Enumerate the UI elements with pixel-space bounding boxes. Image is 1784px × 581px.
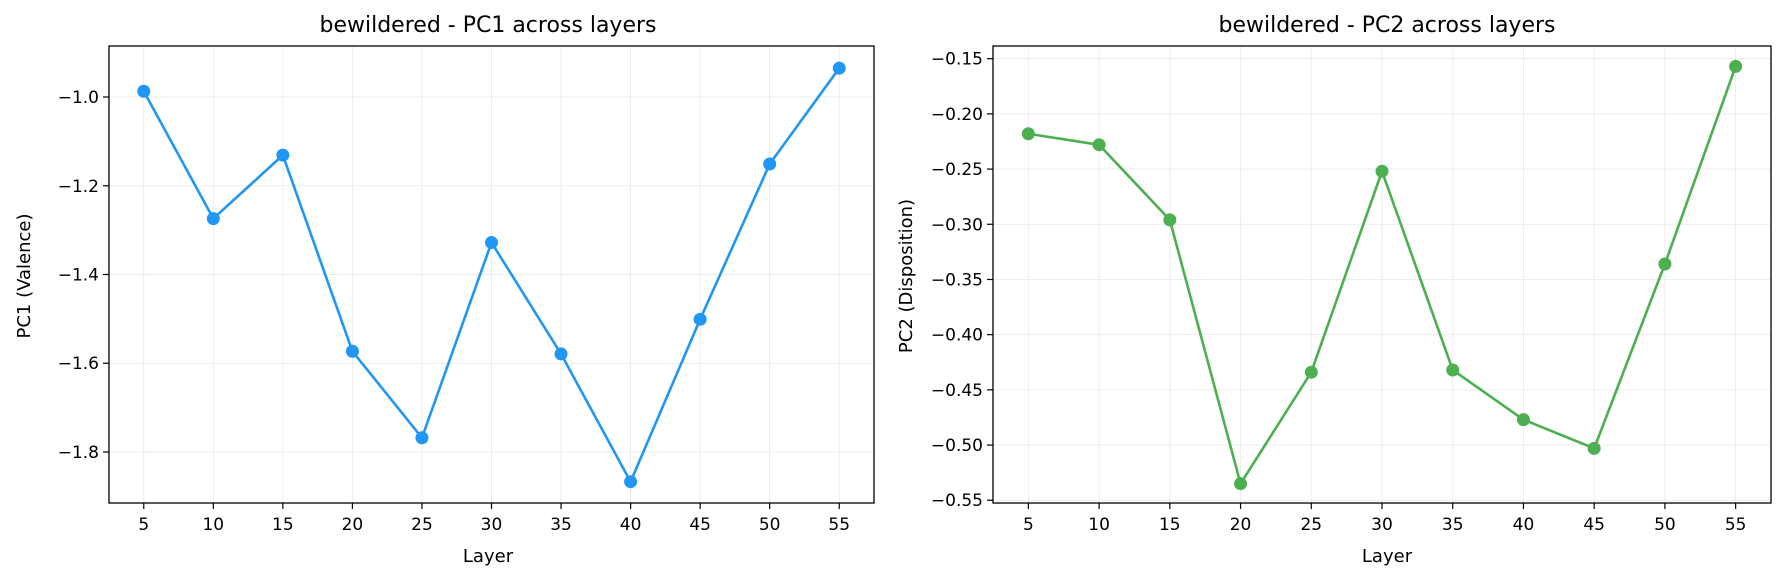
- pc1-y-tick-label: −1.0: [58, 88, 99, 108]
- pc2-y-tick-label: −0.40: [931, 326, 983, 346]
- pc2-y-tick-label: −0.30: [931, 215, 983, 235]
- pc2-x-tick-label: 25: [1300, 515, 1322, 535]
- pc1-x-tick-label: 10: [202, 515, 224, 535]
- pc2-data-point: [1587, 441, 1601, 455]
- pc2-panel: bewildered - PC2 across layers Layer PC2…: [896, 13, 1772, 567]
- pc2-x-tick-label: 55: [1725, 515, 1747, 535]
- pc1-x-tick-label: 50: [759, 515, 781, 535]
- pc1-y-tick-label: −1.2: [58, 177, 99, 197]
- pc1-x-tick-label: 40: [620, 515, 642, 535]
- pc2-x-axis-label: Layer: [1362, 546, 1413, 567]
- pc2-x-tick-label: 35: [1442, 515, 1464, 535]
- pc2-data-point: [1234, 477, 1248, 491]
- pc1-x-tick-label: 25: [411, 515, 433, 535]
- pc1-data-point: [832, 61, 846, 75]
- pc1-x-tick-label: 35: [550, 515, 572, 535]
- pc2-x-tick-label: 10: [1088, 515, 1110, 535]
- pc2-y-tick-label: −0.15: [931, 50, 983, 70]
- pc1-x-tick-label: 15: [272, 515, 294, 535]
- pc1-data-point: [554, 347, 568, 361]
- pc2-x-tick-label: 45: [1583, 515, 1605, 535]
- pc1-x-tick-label: 20: [342, 515, 364, 535]
- pc2-y-tick-label: −0.50: [931, 436, 983, 456]
- pc1-x-tick-label: 5: [138, 515, 149, 535]
- pc2-data-point: [1304, 365, 1318, 379]
- pc1-data-point: [415, 431, 429, 445]
- pc2-x-tick-label: 50: [1654, 515, 1676, 535]
- pc1-y-tick-label: −1.8: [58, 443, 99, 463]
- pc2-plot-frame: [992, 45, 1772, 504]
- pc1-y-axis-label: PC1 (Valence): [14, 213, 35, 338]
- pc2-data-point: [1516, 413, 1530, 427]
- pc1-data-point: [276, 148, 290, 162]
- pc1-x-axis-label: Layer: [463, 546, 514, 567]
- pc1-data-point: [206, 212, 220, 226]
- pc1-y-tick-label: −1.6: [58, 354, 99, 374]
- pc1-chart-title: bewildered - PC1 across layers: [320, 13, 657, 38]
- pc2-y-axis-label: PC2 (Disposition): [896, 199, 917, 353]
- pc1-data-point: [763, 157, 777, 171]
- pc2-x-tick-label: 20: [1230, 515, 1252, 535]
- pc1-data-point: [624, 475, 638, 489]
- pc2-x-tick-label: 30: [1371, 515, 1393, 535]
- pc1-x-tick-label: 30: [481, 515, 503, 535]
- pc2-data-point: [1375, 164, 1389, 178]
- pc1-data-point: [485, 236, 498, 250]
- pc1-data-point: [693, 312, 707, 326]
- pc2-x-tick-label: 40: [1513, 515, 1535, 535]
- pc1-data-point: [137, 84, 151, 98]
- pc2-x-tick-label: 5: [1023, 515, 1034, 535]
- pc1-panel: bewildered - PC1 across layers Layer PC1…: [14, 13, 875, 567]
- pc2-y-tick-label: −0.45: [931, 381, 983, 401]
- pc1-x-tick-label: 55: [828, 515, 850, 535]
- pc2-data-point: [1092, 138, 1106, 152]
- pc1-x-tick-label: 45: [689, 515, 711, 535]
- pc2-data-point: [1446, 363, 1460, 377]
- pc2-y-tick-label: −0.55: [931, 491, 983, 511]
- pc2-data-point: [1658, 257, 1672, 271]
- pc2-data-point: [1163, 213, 1177, 227]
- pc1-y-tick-label: −1.4: [58, 266, 99, 286]
- pc2-data-point: [1021, 127, 1035, 141]
- pc1-data-point: [345, 344, 359, 358]
- pc2-y-tick-label: −0.20: [931, 105, 983, 125]
- pc2-chart-title: bewildered - PC2 across layers: [1219, 13, 1556, 38]
- pc2-x-tick-label: 15: [1159, 515, 1181, 535]
- pc1-plot-frame: [108, 45, 875, 504]
- pc2-data-point: [1729, 59, 1743, 73]
- pc2-y-tick-label: −0.25: [931, 160, 983, 180]
- pc2-y-tick-label: −0.35: [931, 270, 983, 290]
